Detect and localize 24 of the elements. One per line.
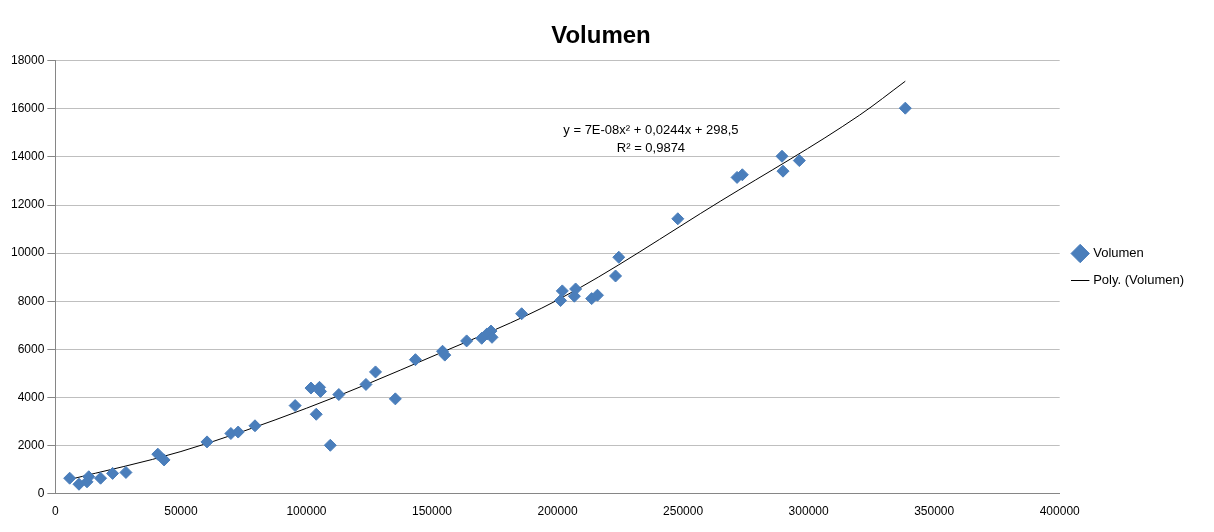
x-tick-label: 0 (52, 504, 60, 519)
annotation: R² = 0,9874 (616, 140, 686, 156)
x-tick-label: 50000 (164, 504, 198, 519)
y-tick-label: 0 (37, 485, 45, 500)
legend-label: Poly. (Volumen) (1093, 272, 1184, 288)
y-tick-label: 18000 (10, 53, 45, 68)
y-tick-label: 16000 (10, 101, 45, 116)
y-tick-label: 12000 (10, 197, 45, 212)
x-tick-label: 150000 (411, 504, 453, 519)
x-tick-label: 200000 (537, 504, 578, 519)
annotation: y = 7E-08x² + 0,0244x + 298,5 (563, 122, 739, 138)
y-tick-label: 10000 (10, 245, 45, 260)
y-tick-label: 4000 (17, 389, 45, 404)
x-tick-label: 400000 (1039, 504, 1081, 519)
legend-label: Volumen (1093, 245, 1144, 261)
x-tick-label: 300000 (788, 504, 829, 519)
y-tick-label: 6000 (17, 341, 45, 356)
y-tick-label: 14000 (10, 149, 45, 164)
x-tick-label: 250000 (663, 504, 704, 519)
y-tick-label: 8000 (17, 293, 45, 308)
y-tick-label: 2000 (17, 437, 45, 452)
chart-title: Volumen (551, 21, 651, 49)
x-tick-label: 100000 (286, 504, 327, 519)
x-tick-label: 350000 (914, 504, 955, 519)
